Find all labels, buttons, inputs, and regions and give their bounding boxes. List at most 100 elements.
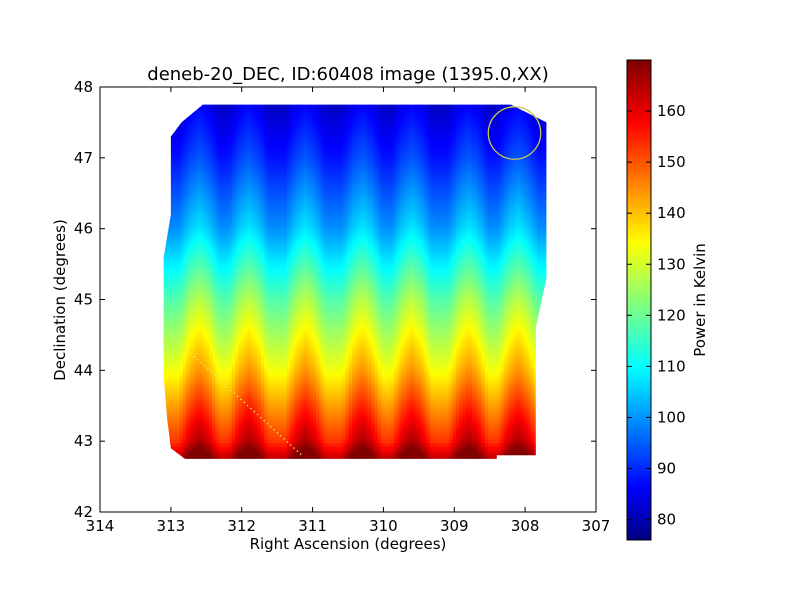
- heatmap-cell: [397, 396, 402, 401]
- heatmap-cell: [283, 452, 288, 457]
- heatmap-cell: [371, 350, 376, 355]
- heatmap-cell: [452, 380, 457, 385]
- heatmap-cell: [407, 409, 411, 414]
- heatmap-cell: [244, 327, 249, 332]
- heatmap-cell: [510, 380, 515, 385]
- heatmap-cell: [182, 380, 187, 385]
- heatmap-cell: [225, 380, 230, 385]
- heatmap-cell: [397, 423, 402, 427]
- heatmap-cell: [491, 380, 496, 385]
- heatmap-cell: [384, 423, 389, 427]
- heatmap-cell: [377, 446, 382, 450]
- heatmap-cell: [491, 357, 496, 362]
- heatmap-cell: [468, 400, 473, 404]
- heatmap-cell: [387, 413, 392, 418]
- heatmap-cell: [533, 380, 538, 385]
- heatmap-cell: [439, 386, 444, 391]
- heatmap-cell: [348, 396, 353, 401]
- heatmap-cell: [309, 446, 314, 450]
- heatmap-cell: [533, 406, 538, 411]
- heatmap-cell: [358, 386, 363, 391]
- heatmap-cell: [280, 334, 285, 339]
- heatmap-cell: [312, 396, 317, 401]
- heatmap-cell: [335, 383, 340, 388]
- heatmap-cell: [342, 344, 346, 349]
- heatmap-cell: [238, 403, 243, 408]
- heatmap-cell: [192, 432, 197, 437]
- heatmap-cell: [462, 350, 467, 355]
- heatmap-cell: [306, 327, 311, 332]
- heatmap-cell: [413, 393, 418, 398]
- heatmap-cell: [309, 432, 314, 437]
- heatmap-cell: [481, 386, 486, 391]
- heatmap-cell: [225, 446, 230, 450]
- heatmap-cell: [465, 455, 470, 459]
- heatmap-cell: [215, 426, 220, 431]
- heatmap-cell: [413, 403, 418, 408]
- heatmap-cell: [514, 373, 519, 378]
- heatmap-cell: [400, 455, 405, 459]
- heatmap-cell: [208, 344, 213, 349]
- heatmap-cell: [449, 439, 454, 444]
- heatmap-cell: [277, 419, 281, 424]
- heatmap-cell: [433, 390, 437, 395]
- heatmap-cell: [221, 423, 226, 427]
- heatmap-cell: [442, 436, 447, 441]
- heatmap-cell: [351, 409, 356, 414]
- heatmap-cell: [400, 327, 405, 332]
- heatmap-cell: [507, 344, 512, 349]
- heatmap-cell: [397, 426, 402, 431]
- heatmap-cell: [533, 400, 538, 404]
- heatmap-cell: [335, 455, 340, 459]
- heatmap-cell: [520, 429, 525, 434]
- heatmap-cell: [179, 403, 184, 408]
- heatmap-cell: [501, 377, 506, 381]
- heatmap-cell: [277, 357, 281, 362]
- heatmap-cell: [351, 350, 356, 355]
- heatmap-cell: [238, 449, 243, 454]
- heatmap-cell: [520, 400, 525, 404]
- heatmap-cell: [303, 436, 307, 441]
- heatmap-cell: [520, 327, 525, 332]
- heatmap-cell: [504, 386, 509, 391]
- heatmap-cell: [530, 350, 535, 355]
- heatmap-cell: [228, 363, 233, 368]
- heatmap-cell: [413, 373, 418, 378]
- heatmap-cell: [351, 455, 356, 459]
- heatmap-cell: [322, 363, 327, 368]
- heatmap-cell: [182, 350, 187, 355]
- heatmap-cell: [504, 347, 509, 352]
- heatmap-cell: [228, 380, 233, 385]
- heatmap-cell: [228, 406, 233, 411]
- heatmap-cell: [478, 413, 483, 418]
- heatmap-cell: [176, 436, 181, 441]
- heatmap-cell: [494, 416, 499, 421]
- heatmap-cell: [420, 432, 424, 437]
- heatmap-cell: [426, 373, 431, 378]
- heatmap-cell: [387, 396, 392, 401]
- heatmap-cell: [169, 400, 174, 404]
- heatmap-cell: [384, 360, 389, 365]
- heatmap-cell: [481, 334, 486, 339]
- heatmap-cell: [332, 337, 337, 342]
- heatmap-cell: [260, 413, 265, 418]
- heatmap-cell: [176, 406, 181, 411]
- heatmap-cell: [501, 439, 506, 444]
- heatmap-cell: [332, 432, 337, 437]
- heatmap-cell: [439, 347, 444, 352]
- heatmap-cell: [462, 380, 467, 385]
- heatmap-cell: [329, 370, 333, 375]
- heatmap-cell: [361, 423, 366, 427]
- heatmap-cell: [186, 337, 191, 342]
- heatmap-cell: [455, 439, 460, 444]
- heatmap-cell: [212, 354, 217, 358]
- heatmap-cell: [371, 413, 376, 418]
- heatmap-cell: [514, 400, 519, 404]
- heatmap-cell: [429, 400, 434, 404]
- heatmap-cell: [426, 393, 431, 398]
- heatmap-cell: [247, 383, 252, 388]
- heatmap-cell: [215, 400, 220, 404]
- heatmap-cell: [277, 363, 281, 368]
- heatmap-cell: [527, 383, 532, 388]
- heatmap-cell: [442, 331, 447, 335]
